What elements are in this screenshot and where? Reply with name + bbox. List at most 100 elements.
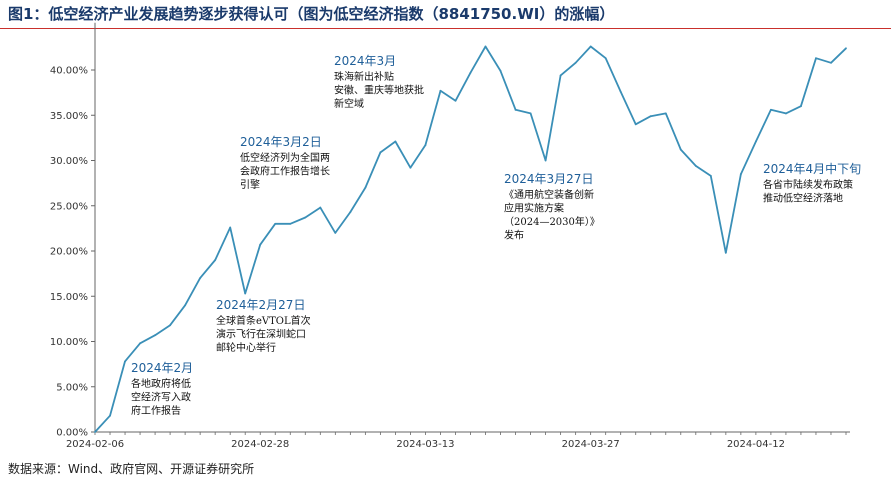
data-point xyxy=(289,222,292,225)
data-point xyxy=(770,108,772,111)
data-point xyxy=(139,342,141,345)
annotation-line: 各省市陆续发布政策 xyxy=(763,178,853,191)
data-point xyxy=(469,71,472,74)
data-point xyxy=(169,324,172,327)
data-point xyxy=(259,243,262,246)
data-point xyxy=(845,47,847,50)
data-source: 数据来源：Wind、政府官网、开源证券研究所 xyxy=(8,462,255,476)
y-tick-label: 5.00% xyxy=(56,382,88,393)
data-point xyxy=(304,216,307,219)
annotation-date: 2024年3月27日 xyxy=(504,172,593,186)
data-point xyxy=(634,123,637,126)
data-point xyxy=(830,61,832,64)
y-tick-label: 35.00% xyxy=(50,111,88,122)
x-tick-label: 2024-02-06 xyxy=(66,439,124,450)
data-point xyxy=(574,61,577,64)
x-tick-label: 2024-02-28 xyxy=(231,439,289,450)
series-layer xyxy=(94,45,847,433)
data-point xyxy=(229,226,232,229)
data-point xyxy=(679,148,682,151)
data-point xyxy=(409,166,412,169)
series-line xyxy=(94,45,847,433)
annotation-line: 各地政府将低 xyxy=(131,377,191,390)
x-tick-label: 2024-03-27 xyxy=(562,439,620,450)
annotation-line: 会政府工作报告增长 xyxy=(240,165,330,178)
annotation-line: 发布 xyxy=(504,229,524,242)
data-point xyxy=(619,90,622,93)
x-tick-label: 2024-03-13 xyxy=(396,439,454,450)
annotation-date: 2024年2月 xyxy=(131,361,193,375)
data-point xyxy=(559,74,562,77)
x-tick-label: 2024-04-12 xyxy=(727,439,785,450)
data-point xyxy=(454,99,457,102)
data-point xyxy=(244,292,247,295)
data-point xyxy=(109,414,111,417)
y-tick-label: 30.00% xyxy=(50,156,88,167)
y-tick-label: 40.00% xyxy=(50,66,88,77)
data-point xyxy=(94,431,96,433)
data-point xyxy=(815,57,817,60)
annotation-line: 邮轮中心举行 xyxy=(216,341,276,354)
data-point xyxy=(604,57,607,60)
data-point xyxy=(379,151,382,154)
data-point xyxy=(439,89,442,92)
data-point xyxy=(199,277,202,280)
data-point xyxy=(649,115,652,118)
x-axis: 2024-02-06 2024-02-28 2024-03-13 2024-03-27… xyxy=(66,431,850,450)
data-point xyxy=(754,140,757,143)
data-point xyxy=(214,259,217,261)
y-tick-label: 10.00% xyxy=(50,337,88,348)
data-point xyxy=(499,70,502,72)
data-point xyxy=(349,211,352,213)
annotation-line: 新空域 xyxy=(334,97,364,110)
y-tick-label: 0.00% xyxy=(56,428,88,439)
y-axis: 0.00% 5.00% 10.00% 15.00% 20.00% 25.00% 30.00%… xyxy=(50,22,96,439)
title-rule xyxy=(0,28,891,29)
data-point xyxy=(274,222,277,225)
data-point xyxy=(739,173,742,175)
annotation-line: 安徽、重庆等地获批 xyxy=(334,84,424,97)
data-point xyxy=(514,108,517,111)
data-point xyxy=(319,206,322,209)
data-point xyxy=(709,174,712,177)
data-point xyxy=(724,251,727,254)
y-tick-label: 20.00% xyxy=(50,247,88,258)
data-point xyxy=(800,105,802,108)
data-point xyxy=(785,112,787,115)
y-tick-label: 25.00% xyxy=(50,201,88,212)
annotation-date: 2024年2月27日 xyxy=(216,298,305,312)
figure-title: 图1：低空经济产业发展趋势逐步获得认可（图为低空经济指数（8841750.WI）… xyxy=(8,5,615,23)
data-point xyxy=(529,112,532,115)
data-point xyxy=(154,334,156,337)
data-point xyxy=(484,45,487,48)
annotation-line: （2024—2030年）》 xyxy=(504,215,600,228)
annotation-line: 空经济写入政 xyxy=(131,391,191,404)
annotation-line: 演示飞行在深圳蛇口 xyxy=(216,328,306,341)
data-point xyxy=(334,232,337,234)
data-point xyxy=(424,144,427,147)
annotation-date: 2024年4月中下旬 xyxy=(763,161,861,176)
annotation-line: 推动低空经济落地 xyxy=(763,192,843,205)
annotation-line: 全球首条eVTOL首次 xyxy=(216,314,311,327)
annotation-date: 2024年3月2日 xyxy=(240,135,322,149)
data-point xyxy=(394,140,397,143)
annotation-line: 引擎 xyxy=(240,178,260,191)
data-point xyxy=(664,112,667,115)
annotation-line: 低空经济列为全国两 xyxy=(240,151,330,164)
annotation-date: 2024年3月 xyxy=(334,54,396,68)
y-tick-label: 15.00% xyxy=(50,292,88,303)
data-point xyxy=(364,186,367,189)
annotation-line: 珠海新出补贴 xyxy=(334,70,394,83)
data-point xyxy=(694,165,697,167)
data-point xyxy=(544,159,547,162)
data-point xyxy=(589,45,592,48)
data-point xyxy=(184,304,187,307)
data-point xyxy=(124,360,126,363)
